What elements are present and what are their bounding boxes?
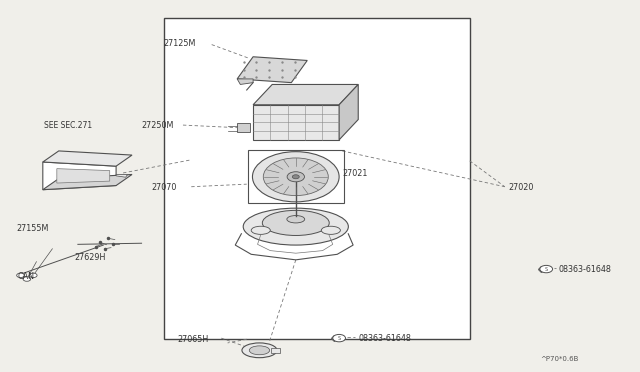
Text: SEE SEC.271: SEE SEC.271 [44, 121, 92, 129]
Circle shape [333, 334, 346, 342]
Circle shape [23, 277, 31, 281]
Text: 08363-61648: 08363-61648 [559, 264, 612, 273]
Circle shape [17, 273, 24, 278]
Text: S: S [337, 336, 340, 341]
Text: 27155M: 27155M [17, 224, 49, 233]
Bar [237, 123, 250, 132]
Circle shape [287, 172, 305, 182]
Bar [248, 150, 344, 203]
Text: 27250M: 27250M [141, 121, 173, 129]
Text: 27629H: 27629H [75, 253, 106, 263]
Circle shape [540, 265, 552, 273]
Ellipse shape [243, 208, 348, 245]
Ellipse shape [262, 211, 329, 235]
Text: 27065H: 27065H [177, 335, 209, 344]
Text: ^P70*0.6B: ^P70*0.6B [540, 356, 578, 362]
Bar [271, 348, 280, 353]
Text: CAN: CAN [17, 272, 35, 281]
Polygon shape [339, 84, 358, 140]
Ellipse shape [249, 346, 269, 355]
Polygon shape [43, 174, 132, 190]
Circle shape [29, 273, 37, 278]
Ellipse shape [287, 215, 305, 223]
Polygon shape [43, 162, 116, 190]
Polygon shape [43, 151, 132, 166]
Bar [164, 18, 470, 339]
Polygon shape [237, 79, 253, 84]
Circle shape [263, 158, 328, 196]
Polygon shape [237, 57, 307, 83]
Text: 08363-61648: 08363-61648 [358, 334, 411, 343]
Ellipse shape [251, 226, 270, 234]
Text: 27125M: 27125M [163, 39, 196, 48]
Polygon shape [116, 174, 127, 177]
Ellipse shape [321, 226, 340, 234]
Polygon shape [57, 169, 109, 183]
Circle shape [252, 152, 339, 202]
Circle shape [292, 175, 300, 179]
Text: 27020: 27020 [508, 183, 533, 192]
Text: 27070: 27070 [151, 183, 177, 192]
FancyBboxPatch shape [253, 105, 339, 140]
Text: 27021: 27021 [342, 169, 367, 177]
Ellipse shape [242, 343, 277, 358]
Text: S: S [545, 267, 548, 272]
Polygon shape [253, 84, 358, 105]
